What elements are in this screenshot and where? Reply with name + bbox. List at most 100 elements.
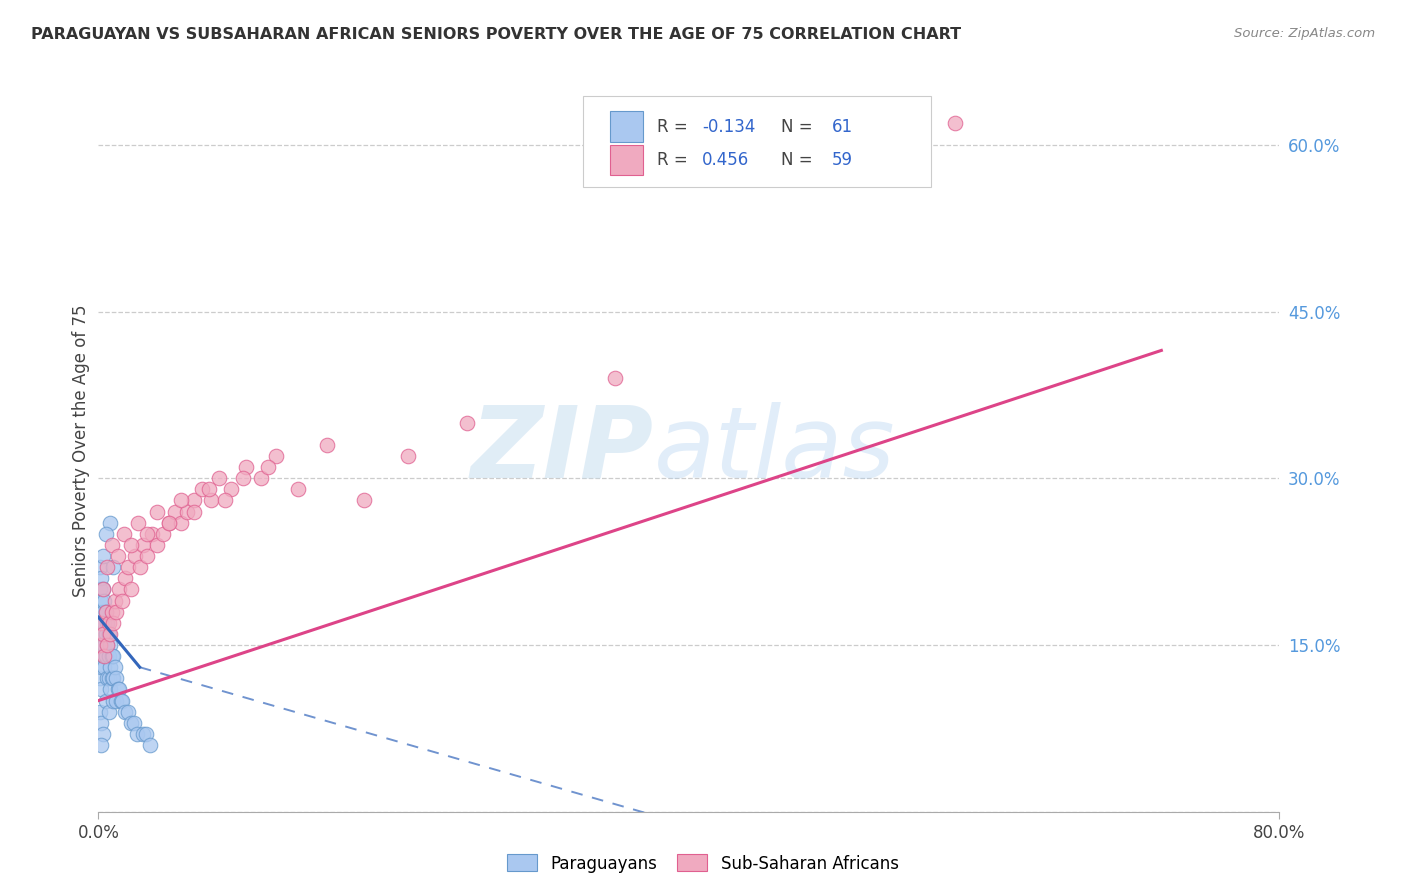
Point: [97, 705, 120, 719]
Point: [170, 516, 193, 530]
Point: [107, 682, 129, 697]
Point: [94, 649, 117, 664]
Point: [105, 605, 128, 619]
Point: [103, 615, 125, 630]
Point: [94, 693, 117, 707]
Point: [127, 516, 149, 530]
Point: [97, 627, 120, 641]
Point: [208, 471, 231, 485]
Point: [605, 371, 627, 385]
Point: [90, 738, 112, 752]
Point: [139, 738, 162, 752]
Point: [457, 416, 479, 430]
Text: 61: 61: [832, 118, 853, 136]
Point: [91, 582, 114, 597]
Point: [93, 615, 115, 630]
Point: [120, 715, 142, 730]
Point: [98, 516, 121, 530]
Point: [221, 483, 243, 497]
Point: [98, 682, 121, 697]
Point: [107, 549, 129, 563]
Point: [183, 493, 205, 508]
Point: [104, 593, 127, 607]
Text: R =: R =: [657, 151, 693, 169]
Point: [94, 627, 117, 641]
Point: [257, 460, 280, 475]
Text: PARAGUAYAN VS SUBSAHARAN AFRICAN SENIORS POVERTY OVER THE AGE OF 75 CORRELATION : PARAGUAYAN VS SUBSAHARAN AFRICAN SENIORS…: [31, 27, 962, 42]
Point: [250, 471, 273, 485]
Text: N =: N =: [782, 118, 818, 136]
Point: [112, 526, 135, 541]
Point: [235, 460, 257, 475]
Point: [90, 682, 112, 697]
Point: [104, 660, 127, 674]
Point: [96, 638, 118, 652]
Point: [100, 649, 122, 664]
Point: [124, 549, 146, 563]
Point: [91, 649, 114, 664]
Point: [91, 605, 114, 619]
Point: [90, 593, 112, 607]
Point: [114, 571, 136, 585]
Point: [89, 671, 111, 685]
Point: [136, 526, 159, 541]
Point: [96, 671, 118, 685]
Point: [943, 115, 966, 129]
Point: [91, 727, 114, 741]
Point: [132, 538, 155, 552]
Point: [91, 627, 114, 641]
Text: R =: R =: [657, 118, 693, 136]
Point: [100, 605, 122, 619]
Point: [183, 505, 205, 519]
Point: [111, 593, 134, 607]
Point: [398, 449, 420, 463]
Point: [89, 582, 111, 597]
Point: [103, 693, 125, 707]
Point: [170, 493, 193, 508]
Bar: [610, 145, 643, 175]
Point: [94, 605, 117, 619]
Point: [114, 705, 136, 719]
Point: [97, 615, 120, 630]
Point: [353, 493, 375, 508]
Point: [89, 638, 111, 652]
Point: [89, 560, 111, 574]
Point: [200, 493, 222, 508]
Point: [152, 526, 174, 541]
Point: [90, 715, 112, 730]
Point: [214, 493, 236, 508]
Point: [100, 671, 122, 685]
Text: N =: N =: [782, 151, 818, 169]
Text: 0.456: 0.456: [702, 151, 749, 169]
Point: [89, 605, 111, 619]
Point: [108, 582, 131, 597]
Point: [93, 660, 115, 674]
Point: [103, 560, 125, 574]
Point: [191, 483, 214, 497]
Bar: [610, 112, 643, 142]
Point: [89, 705, 111, 719]
Text: atlas: atlas: [654, 402, 896, 499]
Legend: Paraguayans, Sub-Saharan Africans: Paraguayans, Sub-Saharan Africans: [501, 847, 905, 880]
Point: [287, 483, 309, 497]
Point: [198, 483, 221, 497]
Point: [157, 516, 180, 530]
Point: [316, 438, 339, 452]
Point: [122, 715, 145, 730]
Point: [132, 727, 155, 741]
Point: [111, 693, 134, 707]
Text: Source: ZipAtlas.com: Source: ZipAtlas.com: [1234, 27, 1375, 40]
Point: [93, 638, 115, 652]
Point: [125, 727, 148, 741]
Point: [117, 560, 139, 574]
Point: [89, 638, 111, 652]
Point: [90, 660, 112, 674]
Point: [96, 638, 118, 652]
Point: [103, 649, 125, 664]
Point: [100, 538, 122, 552]
Point: [97, 649, 120, 664]
Text: -0.134: -0.134: [702, 118, 755, 136]
Point: [105, 671, 128, 685]
Point: [96, 560, 118, 574]
Point: [120, 582, 142, 597]
